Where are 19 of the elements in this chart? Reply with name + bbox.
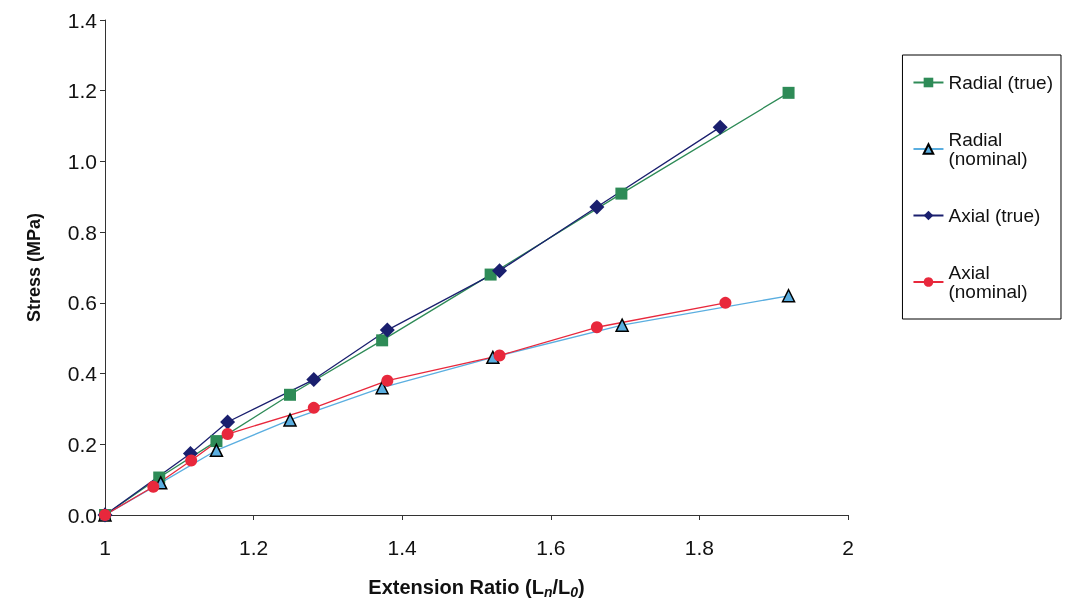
y-tick-label: 1.0: [67, 149, 97, 173]
y-tick-label: 0.4: [67, 362, 98, 386]
legend-label: Radial (true): [948, 72, 1054, 93]
legend-label: Radial (nominal): [948, 129, 1028, 169]
x-tick-label: 1.4: [387, 536, 418, 559]
y-tick-label: 0.0: [67, 503, 97, 527]
legend-label: Axial (true): [948, 205, 1041, 226]
legend-label: Axial (nominal): [948, 262, 1028, 302]
x-tick-label: 1.2: [239, 536, 269, 559]
x-tick-label: 2: [842, 536, 854, 559]
y-axis-title: Stress (MPa): [24, 212, 44, 323]
y-tick-label: 1.4: [67, 8, 98, 32]
x-tick-label: 1.6: [536, 536, 566, 559]
y-tick-label: 0.8: [67, 220, 97, 244]
y-tick-label: 1.2: [67, 79, 97, 103]
x-tick-label: 1: [99, 536, 111, 559]
y-tick-label: 0.6: [67, 291, 97, 315]
x-tick-label: 1.8: [684, 536, 714, 559]
y-tick-label: 0.2: [67, 432, 97, 456]
